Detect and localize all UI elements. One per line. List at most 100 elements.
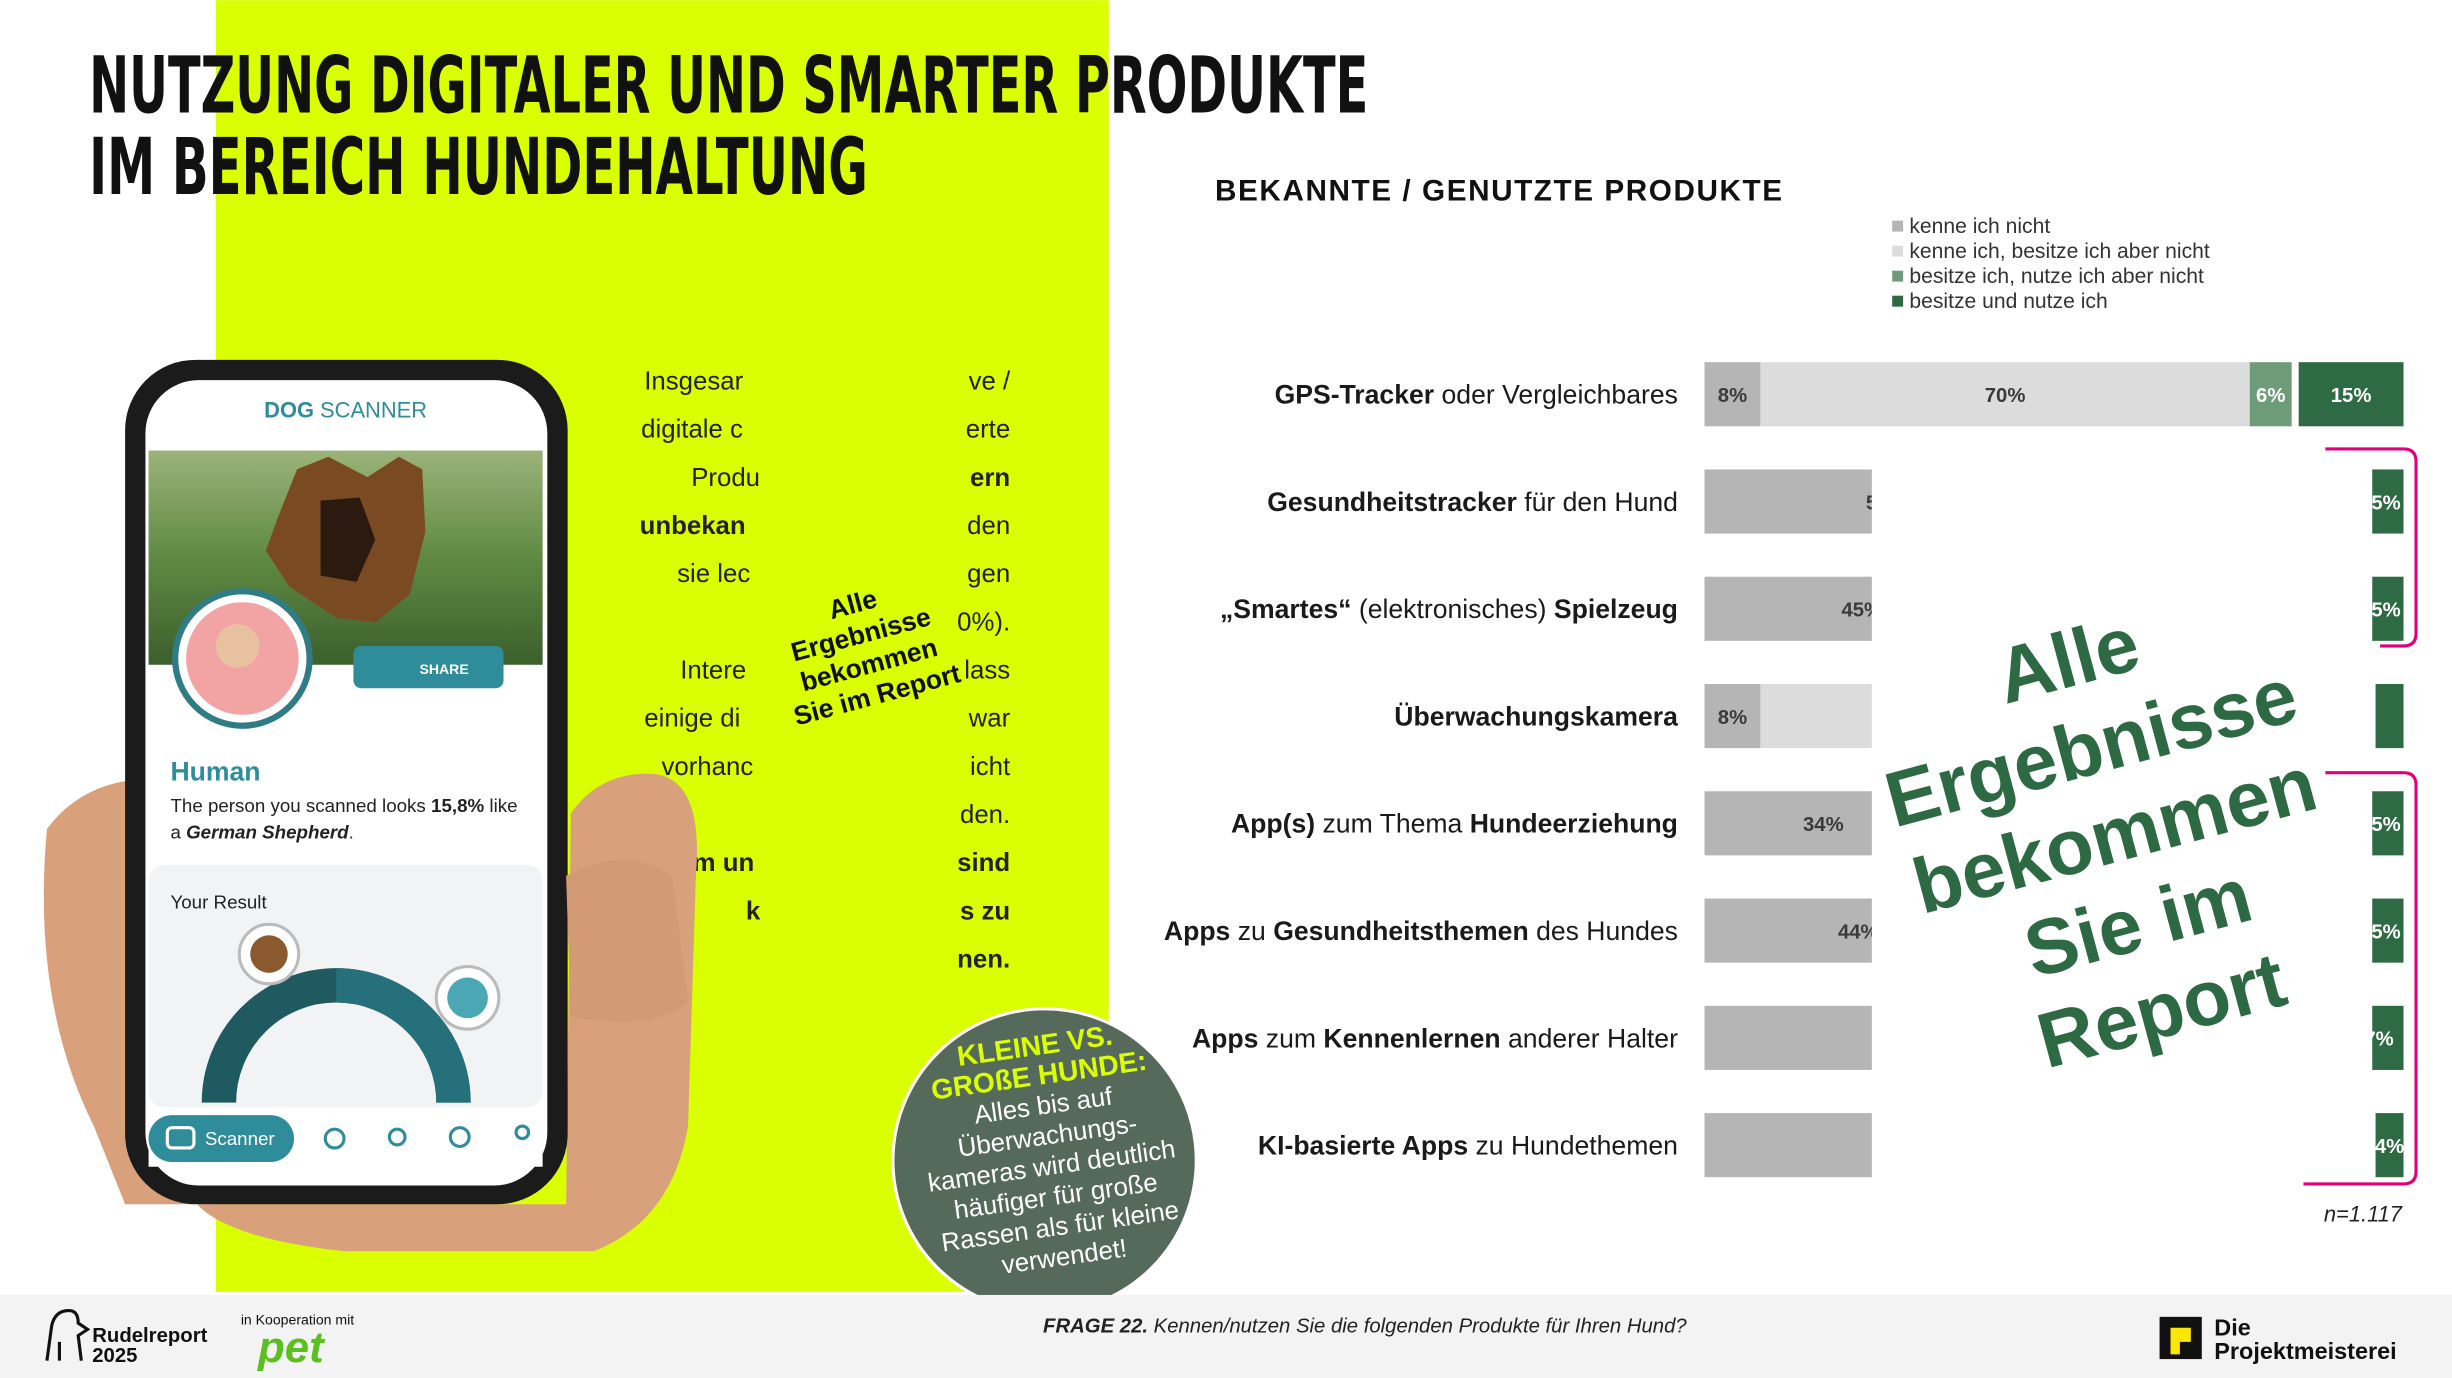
bracket	[2303, 771, 2418, 1186]
company: Projektmeisterei	[2214, 1338, 2396, 1364]
category-label-part: Gesundheitsthemen	[1273, 916, 1528, 946]
bar-segment	[2368, 469, 2404, 534]
intro-fragment: Insgesar	[644, 368, 743, 396]
title-line: IM BEREICH HUNDEHALTUNG	[89, 122, 868, 213]
value-label: 5%	[2371, 600, 2400, 622]
category-label-part: oder Vergleichbares	[1434, 380, 1678, 410]
brand-logo	[45, 1309, 91, 1361]
intro-fragment: unbekan	[640, 512, 746, 540]
footer	[0, 1294, 2452, 1378]
intro-fragment: Produ	[691, 464, 760, 492]
company: Die	[2214, 1315, 2250, 1341]
category-label-part: Kennenlernen	[1323, 1023, 1500, 1053]
intro-fragment: sind	[957, 849, 1010, 877]
category-label-part: anderer Halter	[1501, 1023, 1678, 1053]
legend-swatch	[1892, 245, 1904, 257]
intro-fragment: sie lec	[677, 560, 750, 588]
intro-fragment: 0%).	[957, 608, 1010, 636]
bar-segment	[2249, 362, 2292, 427]
value-label: 15%	[2331, 385, 2372, 407]
category-label: KI-basierte Apps zu Hundethemen	[1258, 1131, 1678, 1161]
intro-fragment: den.	[960, 801, 1010, 829]
app-title-part: DOG	[264, 398, 314, 423]
category-label: Apps zu Gesundheitsthemen des Hundes	[1164, 916, 1678, 946]
dog-marker-icon	[250, 935, 288, 973]
history-icon[interactable]	[323, 1127, 346, 1150]
value-label: 8%	[1718, 707, 1747, 729]
company-logo-mark	[2170, 1327, 2191, 1355]
result-text-part: .	[349, 821, 354, 842]
cooperation: in Kooperation mit	[241, 1312, 354, 1328]
result-text: The person you scanned looks 15,8% like	[170, 795, 517, 816]
dog-face	[320, 497, 376, 582]
bracket	[2325, 447, 2418, 648]
category-label-part: „Smartes“	[1220, 594, 1351, 624]
value-label: 6%	[2256, 385, 2285, 407]
bar-segment	[1760, 362, 2250, 427]
share-button[interactable]	[353, 645, 504, 689]
community-icon[interactable]	[448, 1126, 471, 1148]
question-number: FRAGE 22.	[1043, 1315, 1148, 1337]
category-label-part: zu Hundethemen	[1468, 1131, 1678, 1161]
phone-illustration: DOG SCANNER SHARE Human The person you s…	[43, 359, 697, 1252]
intro-fragment: ern	[970, 464, 1010, 492]
result-text-part: a	[170, 821, 186, 842]
category-label: GPS-Tracker oder Vergleichbares	[1275, 380, 1678, 410]
value-label: 5%	[2371, 814, 2400, 836]
search-icon[interactable]	[387, 1127, 407, 1147]
legend-label: besitze ich, nutze ich aber nicht	[1909, 265, 2204, 288]
value-label: 34%	[1803, 814, 1844, 836]
legend-swatch	[1892, 295, 1904, 307]
scanner-label: Scanner	[205, 1128, 275, 1149]
value-label: 4%	[2375, 1136, 2404, 1158]
thumb	[566, 860, 689, 1022]
legend-swatch	[1892, 220, 1904, 232]
result-text-part: The person you scanned looks	[170, 795, 431, 816]
category-label-part: Apps	[1192, 1023, 1258, 1053]
bar-segment	[2298, 362, 2404, 427]
bar-segment	[2368, 898, 2404, 963]
title-line: NUTZUNG DIGITALER UND SMARTER PRODUKTE	[89, 41, 1368, 132]
intro-fragment: k	[746, 897, 761, 925]
app-title: DOG SCANNER	[264, 398, 427, 423]
intro-fragment: Intere	[680, 657, 746, 685]
category-label: „Smartes“ (elektronisches) Spielzeug	[1220, 594, 1678, 624]
legend-label: kenne ich, besitze ich aber nicht	[1909, 240, 2210, 263]
result-text: a German Shepherd.	[170, 821, 353, 842]
human-marker-icon	[447, 977, 488, 1019]
result-heading: Your Result	[170, 892, 267, 913]
value-label: 5%	[2371, 492, 2400, 514]
bar-segment	[2368, 576, 2404, 641]
category-label-part: Apps	[1164, 916, 1230, 946]
brand: Rudelreport	[92, 1325, 207, 1347]
chart-title: BEKANNTE / GENUTZTE PRODUKTE	[1215, 174, 1784, 207]
category-label-part: Hundeerziehung	[1470, 809, 1678, 839]
result-text-part: like	[484, 795, 517, 816]
intro-fragment: vorhanc	[661, 753, 753, 781]
category-label-part: App(s)	[1231, 809, 1315, 839]
profile-icon[interactable]	[514, 1124, 531, 1141]
sample-note: n=1.117	[2324, 1201, 2403, 1226]
category-label-part: (elektronisches)	[1351, 594, 1553, 624]
category-label-part: für den Hund	[1517, 487, 1678, 517]
intro-fragment: ve /	[969, 368, 1011, 396]
intro-fragment: gen	[967, 560, 1010, 588]
bar-segment	[2375, 1113, 2404, 1178]
results-cover	[1871, 456, 2373, 1189]
category-label-part: KI-basierte Apps	[1258, 1131, 1468, 1161]
intro-fragment: einige di	[644, 705, 740, 733]
legend-swatch	[1892, 270, 1904, 282]
intro-fragment: erte	[966, 416, 1010, 444]
value-label: 8%	[1718, 385, 1747, 407]
category-label-part: zum Thema	[1315, 809, 1470, 839]
intro-fragment: war	[968, 705, 1011, 733]
category-label-part: des Hundes	[1529, 916, 1678, 946]
share-label: SHARE	[419, 661, 468, 677]
legend-label: besitze und nutze ich	[1909, 290, 2107, 313]
intro-fragment: nen.	[957, 946, 1010, 974]
category-label-part: Spielzeug	[1554, 594, 1678, 624]
camera-icon	[165, 1126, 196, 1150]
legend-label: kenne ich nicht	[1909, 215, 2050, 238]
category-label-part: zu	[1230, 916, 1273, 946]
value-label: 70%	[1985, 385, 2026, 407]
